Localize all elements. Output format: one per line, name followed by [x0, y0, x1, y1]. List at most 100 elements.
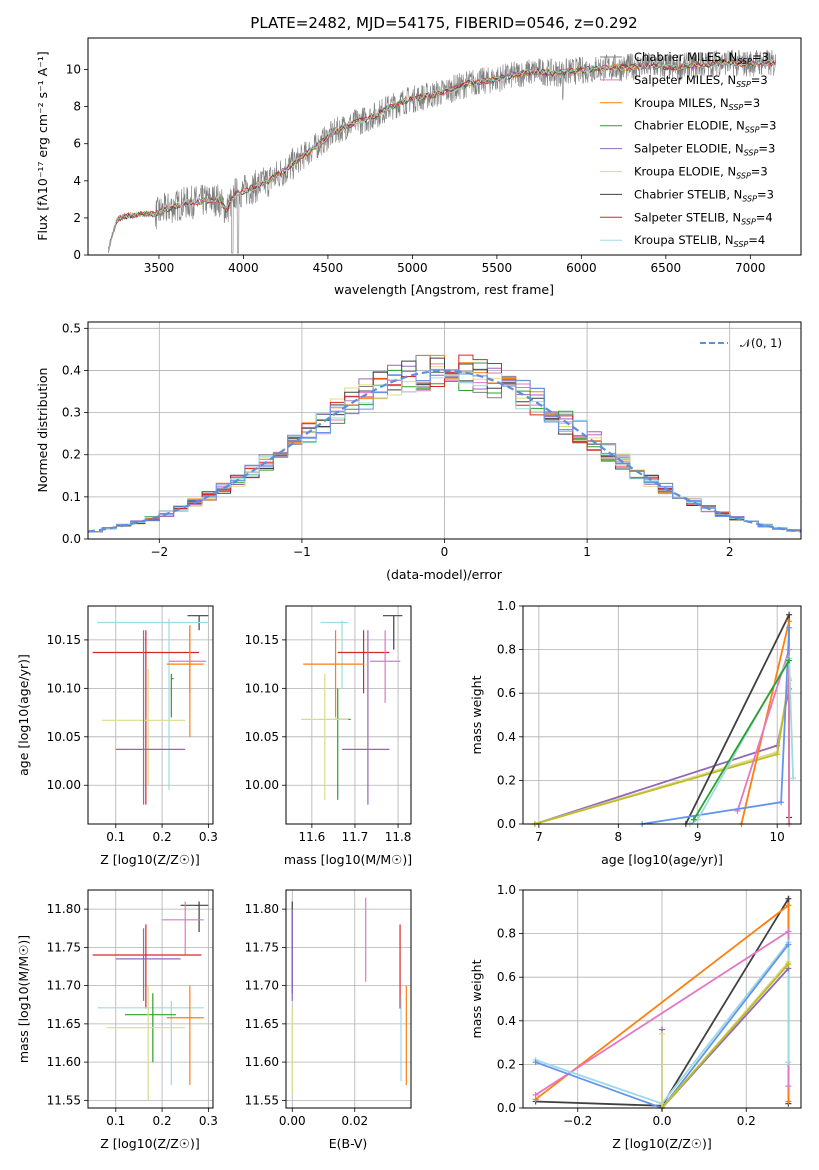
- legend-label: Chabrier ELODIE, NSSP=3: [634, 119, 776, 135]
- x-tick-label: 10: [770, 830, 785, 844]
- x-tick-label: 11.8: [385, 830, 412, 844]
- y-tick-label: 0.8: [497, 643, 516, 657]
- x-tick-label: 2: [726, 545, 734, 559]
- y-tick-label: 10.15: [47, 633, 81, 647]
- x-tick-label: 1: [583, 545, 591, 559]
- y-tick-label: 11.55: [47, 1093, 81, 1107]
- normal-reference-curve: [87, 369, 802, 533]
- y-tick-label: 0.1: [62, 490, 81, 504]
- mass-vs-ebv-panel: 0.00 0.02 11.55 11.60 11.65 11.70 11.75 11.80 E…: [245, 889, 412, 1151]
- residual-legend: 𝒩(0, 1): [700, 336, 782, 350]
- x-tick-label: 0.1: [106, 830, 125, 844]
- x-tick-label: 11.7: [342, 830, 369, 844]
- residual-xlabel: (data-model)/error: [386, 567, 503, 582]
- spectrum-model-line: [107, 59, 776, 253]
- spectrum-title: PLATE=2482, MJD=54175, FIBERID=0546, z=0…: [250, 14, 637, 32]
- residual-legend-label: 𝒩(0, 1): [740, 336, 782, 350]
- y-tick-label: 0.3: [62, 406, 81, 420]
- weight-age-ylabel: mass weight: [469, 675, 484, 754]
- y-tick-label: 0.2: [497, 1057, 516, 1071]
- weight-z-ylabel: mass weight: [469, 959, 484, 1038]
- y-tick-label: 0.5: [62, 321, 81, 335]
- legend-label: Chabrier MILES, NSSP=3: [634, 50, 769, 66]
- y-tick-label: 0.2: [497, 773, 516, 787]
- x-tick-label: −0.2: [563, 1114, 592, 1128]
- y-tick-label: 11.60: [47, 1055, 81, 1069]
- y-tick-label: 0.0: [62, 532, 81, 546]
- spectrum-model-line: [107, 58, 776, 253]
- weight-line: [693, 660, 790, 821]
- legend-label: Salpeter MILES, NSSP=3: [634, 73, 768, 89]
- x-tick-label: 0.0: [652, 1114, 671, 1128]
- y-tick-label: 10.15: [245, 633, 279, 647]
- y-tick-label: 6: [73, 137, 81, 151]
- y-tick-label: 0.4: [62, 363, 81, 377]
- y-tick-label: 0.4: [497, 1014, 516, 1028]
- y-tick-label: 0.8: [497, 927, 516, 941]
- y-tick-label: 11.60: [245, 1055, 279, 1069]
- x-tick-label: 0.00: [279, 1114, 306, 1128]
- y-tick-label: 10.05: [245, 730, 279, 744]
- x-tick-label: 0.02: [341, 1114, 368, 1128]
- residual-ylabel: Normed distribution: [35, 368, 50, 493]
- residual-histogram: [88, 368, 801, 533]
- y-tick-label: 1.0: [497, 599, 516, 613]
- x-tick-label: 7000: [735, 261, 766, 275]
- x-tick-label: 8: [614, 830, 622, 844]
- x-tick-label: −2: [150, 545, 168, 559]
- y-tick-label: 10: [66, 63, 81, 77]
- legend-label: Kroupa ELODIE, NSSP=3: [634, 165, 768, 181]
- y-tick-label: 11.75: [245, 940, 279, 954]
- y-tick-label: 0.0: [497, 817, 516, 831]
- weight-vs-z-panel: −0.2 0.0 0.2 0.0 0.2 0.4 0.6 0.8 1.0 Z [log10(Z/…: [469, 883, 802, 1151]
- weight-line: [661, 963, 790, 1109]
- mass-vs-z-panel: 0.1 0.2 0.311.5511.6011.6511.7011.7511.80 …: [16, 889, 218, 1151]
- x-tick-label: 11.6: [299, 830, 326, 844]
- y-tick-label: 11.55: [245, 1093, 279, 1107]
- y-tick-label: 0.6: [497, 686, 516, 700]
- x-tick-label: 0.2: [153, 830, 172, 844]
- x-tick-label: 9: [694, 830, 702, 844]
- x-tick-label: −1: [293, 545, 311, 559]
- x-tick-label: 7: [535, 830, 543, 844]
- y-tick-label: 4: [73, 174, 81, 188]
- y-tick-label: 0.6: [497, 970, 516, 984]
- x-tick-label: 0.3: [199, 830, 218, 844]
- x-tick-label: 4500: [313, 261, 344, 275]
- age-vs-mass-panel: 11.6 11.7 11.8 10.00 10.05 10.10 10.15 mass [l…: [245, 605, 412, 867]
- mass-ebv-xlabel: E(B-V): [329, 1136, 368, 1151]
- x-tick-label: 5500: [482, 261, 513, 275]
- residual-panel: −2 −1 0 1 2 0.0 0.1 0.2 0.3 0.4 0.5 (data-model)/e…: [35, 321, 802, 582]
- legend-label: Kroupa STELIB, NSSP=4: [634, 233, 765, 249]
- legend-label: Salpeter STELIB, NSSP=4: [634, 210, 773, 226]
- y-tick-label: 11.70: [47, 979, 81, 993]
- weight-age-xlabel: age [log10(age/yr)]: [601, 852, 723, 867]
- spectrum-panel: PLATE=2482, MJD=54175, FIBERID=0546, z=0…: [35, 14, 802, 297]
- y-tick-label: 8: [73, 100, 81, 114]
- legend-label: Salpeter ELODIE, NSSP=3: [634, 142, 775, 158]
- spectrum-ylabel: Flux [fλ10⁻¹⁷ erg cm⁻² s⁻¹ A⁻¹]: [35, 51, 50, 240]
- y-tick-label: 11.80: [47, 902, 81, 916]
- x-tick-label: 0: [441, 545, 449, 559]
- x-tick-label: 0.1: [106, 1114, 125, 1128]
- x-tick-label: 0.2: [737, 1114, 756, 1128]
- x-tick-label: 5000: [397, 261, 428, 275]
- age-z-xlabel: Z [log10(Z/Z☉)]: [100, 852, 200, 867]
- y-tick-label: 10.00: [245, 778, 279, 792]
- y-tick-label: 10.00: [47, 778, 81, 792]
- y-tick-label: 11.65: [245, 1017, 279, 1031]
- spectrum-xlabel: wavelength [Angstrom, rest frame]: [334, 282, 554, 297]
- age-vs-z-panel: 0.1 0.2 0.3 10.00 10.05 10.10 10.15 Z [log10(Z…: [16, 605, 218, 867]
- weight-vs-age-panel: 7 8 9 10 0.0 0.2 0.4 0.6 0.8 1.0 age [log10(age/y…: [469, 599, 802, 867]
- x-tick-label: 6500: [651, 261, 682, 275]
- x-tick-label: 0.3: [199, 1114, 218, 1128]
- y-tick-label: 0: [73, 248, 81, 262]
- x-tick-label: 6000: [566, 261, 597, 275]
- weight-line: [535, 939, 790, 1105]
- y-tick-label: 11.75: [47, 940, 81, 954]
- mass-z-ylabel: mass [log10(M/M☉)]: [16, 935, 31, 1063]
- x-tick-label: 3500: [144, 261, 175, 275]
- y-tick-label: 0.4: [497, 730, 516, 744]
- y-tick-label: 2: [73, 211, 81, 225]
